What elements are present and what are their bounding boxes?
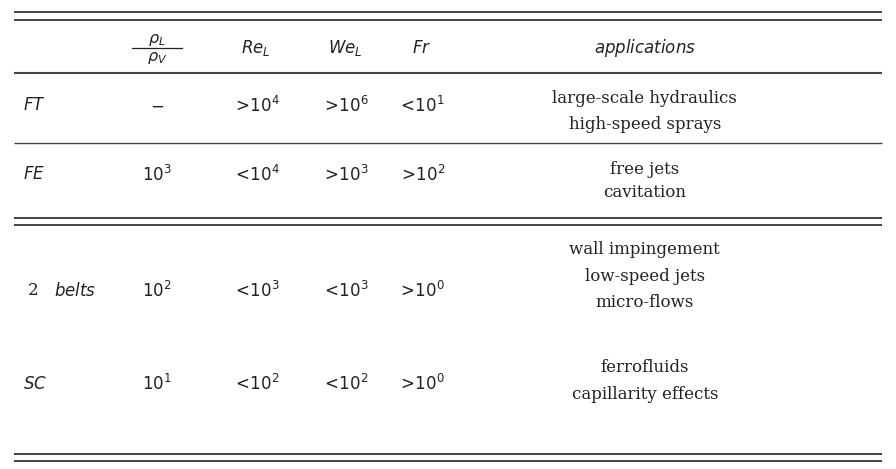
Text: $<\!10^{3}$: $<\!10^{3}$ (322, 280, 369, 301)
Text: ferrofluids: ferrofluids (600, 359, 689, 376)
Text: $>\!10^{4}$: $>\!10^{4}$ (232, 96, 280, 116)
Text: high-speed sprays: high-speed sprays (569, 116, 721, 133)
Text: capillarity effects: capillarity effects (572, 386, 718, 403)
Text: $<\!10^{2}$: $<\!10^{2}$ (232, 374, 280, 394)
Text: $Re_L$: $Re_L$ (241, 38, 271, 59)
Text: free jets: free jets (610, 161, 679, 179)
Text: $FT$: $FT$ (23, 98, 46, 114)
Text: $>\!10^{0}$: $>\!10^{0}$ (397, 280, 445, 301)
Text: $Fr$: $Fr$ (411, 40, 431, 57)
Text: $>\!10^{3}$: $>\!10^{3}$ (322, 165, 369, 185)
Text: $<\!10^{2}$: $<\!10^{2}$ (322, 374, 369, 394)
Text: $-$: $-$ (151, 98, 164, 114)
Text: low-speed jets: low-speed jets (585, 268, 705, 285)
Text: $10^{1}$: $10^{1}$ (142, 374, 172, 394)
Text: 2: 2 (28, 282, 39, 299)
Text: micro-flows: micro-flows (596, 294, 694, 311)
Text: $SC$: $SC$ (23, 376, 47, 393)
Text: cavitation: cavitation (603, 184, 686, 201)
Text: $applications$: $applications$ (594, 38, 696, 60)
Text: $FE$: $FE$ (23, 166, 45, 183)
Text: $\rho_V$: $\rho_V$ (147, 49, 168, 66)
Text: $<\!10^{1}$: $<\!10^{1}$ (398, 96, 445, 116)
Text: $belts$: $belts$ (55, 281, 97, 300)
Text: $<\!10^{3}$: $<\!10^{3}$ (232, 280, 280, 301)
Text: large-scale hydraulics: large-scale hydraulics (552, 91, 737, 107)
Text: $>\!10^{2}$: $>\!10^{2}$ (398, 165, 444, 185)
Text: $>\!10^{0}$: $>\!10^{0}$ (397, 374, 445, 394)
Text: $We_L$: $We_L$ (328, 38, 362, 59)
Text: $10^{3}$: $10^{3}$ (142, 165, 172, 185)
Text: $>\!10^{6}$: $>\!10^{6}$ (322, 96, 369, 116)
Text: $<\!10^{4}$: $<\!10^{4}$ (232, 165, 280, 185)
Text: wall impingement: wall impingement (570, 241, 720, 258)
Text: $\rho_L$: $\rho_L$ (149, 30, 166, 47)
Text: $10^{2}$: $10^{2}$ (142, 280, 172, 301)
